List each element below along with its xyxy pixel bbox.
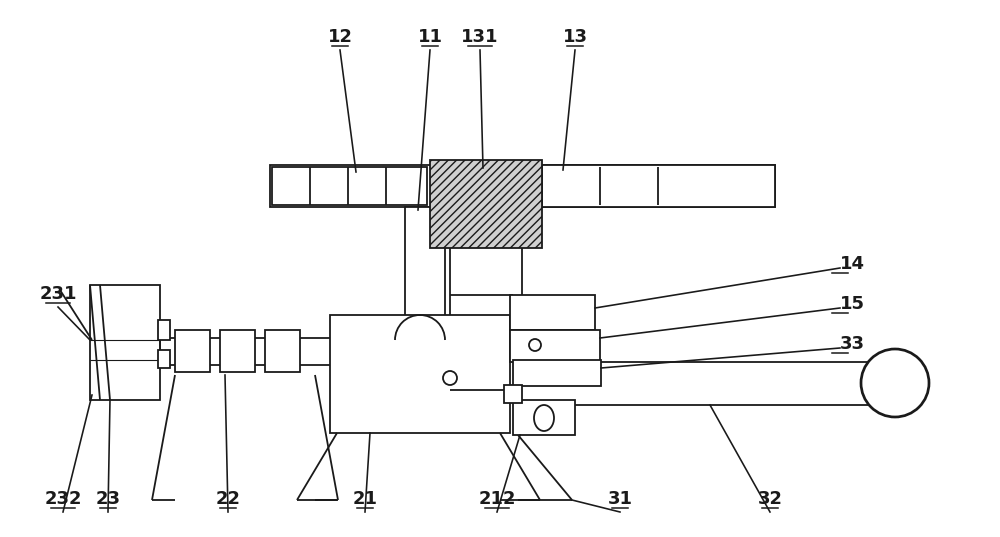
Bar — [265, 330, 300, 372]
Text: 32: 32 — [758, 490, 782, 508]
Bar — [405, 207, 445, 350]
Bar — [158, 350, 170, 368]
Circle shape — [861, 349, 929, 417]
Bar — [513, 360, 601, 386]
Text: 21: 21 — [352, 490, 378, 508]
Text: 231: 231 — [39, 285, 77, 303]
Ellipse shape — [534, 405, 554, 431]
Text: 131: 131 — [461, 28, 499, 46]
Text: 33: 33 — [840, 335, 865, 353]
Text: 212: 212 — [478, 490, 516, 508]
Circle shape — [529, 339, 541, 351]
Text: 22: 22 — [216, 490, 240, 508]
Bar — [220, 330, 255, 372]
Text: 13: 13 — [562, 28, 588, 46]
Bar — [158, 320, 170, 340]
Bar — [272, 167, 427, 205]
Bar — [510, 295, 595, 330]
Bar — [270, 165, 775, 207]
Bar — [504, 385, 522, 403]
Text: 15: 15 — [840, 295, 865, 313]
Bar — [430, 160, 542, 248]
Circle shape — [443, 371, 457, 385]
Text: 23: 23 — [96, 490, 120, 508]
Bar — [515, 362, 875, 405]
Bar — [330, 315, 510, 433]
Text: 31: 31 — [608, 490, 633, 508]
Text: 232: 232 — [44, 490, 82, 508]
Bar — [542, 165, 775, 207]
Bar — [90, 285, 160, 400]
Text: 12: 12 — [328, 28, 352, 46]
Bar — [513, 400, 575, 435]
Text: 14: 14 — [840, 255, 865, 273]
Text: 11: 11 — [418, 28, 442, 46]
Bar — [175, 330, 210, 372]
Bar — [510, 330, 600, 362]
Bar — [450, 207, 522, 390]
